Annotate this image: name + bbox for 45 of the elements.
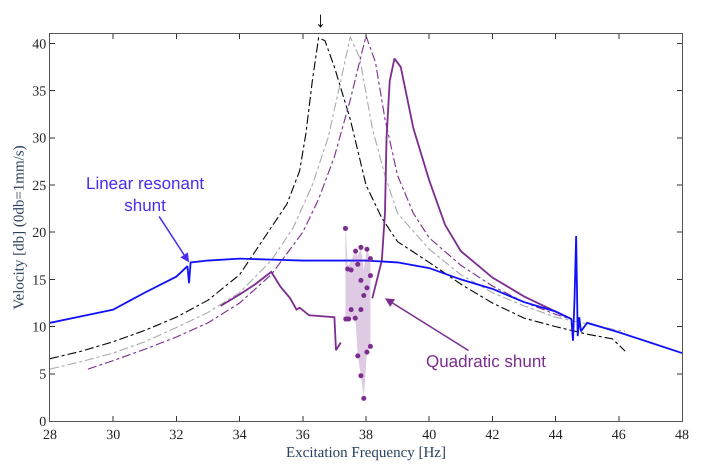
point <box>358 278 364 283</box>
y-tick-label: 10 <box>32 320 46 336</box>
point <box>364 285 370 290</box>
point <box>368 273 373 278</box>
point <box>368 344 373 349</box>
point <box>355 353 360 358</box>
x-tick-label: 28 <box>43 428 57 443</box>
point <box>353 248 358 254</box>
annotation: Quadratic shunt <box>426 352 546 371</box>
x-tick-label: 46 <box>612 428 626 443</box>
y-tick-label: 30 <box>32 132 46 147</box>
point <box>348 307 354 312</box>
y-tick-label: 20 <box>32 226 46 242</box>
point <box>364 350 370 355</box>
line-series <box>50 235 682 354</box>
point <box>361 396 366 401</box>
point <box>342 226 348 231</box>
y-axis-title: Velocity [db] (0db=1mm/s) <box>11 145 28 310</box>
x-tick-label: 32 <box>169 428 184 443</box>
x-tick-label: 44 <box>548 428 563 443</box>
point <box>358 244 364 250</box>
y-tick-label: 0 <box>39 414 46 430</box>
point <box>348 267 354 272</box>
annotation: Linear resonant shunt <box>86 174 204 216</box>
point <box>355 262 360 267</box>
y-tick-label: 25 <box>32 178 46 194</box>
y-tick-label: 40 <box>32 37 46 52</box>
y-tick-label: 35 <box>32 84 46 100</box>
x-tick-label: 36 <box>296 428 310 443</box>
point <box>352 316 358 321</box>
point <box>364 246 370 252</box>
y-tick-label: 15 <box>32 273 46 288</box>
x-tick-label: 48 <box>675 428 689 443</box>
point <box>358 373 364 378</box>
x-tick-label: 34 <box>232 428 247 443</box>
point <box>361 292 366 298</box>
x-tick-label: 40 <box>422 428 436 443</box>
annotation: ↓ <box>315 7 326 32</box>
x-axis-title: Excitation Frequency [Hz] <box>286 444 446 461</box>
x-tick-label: 38 <box>359 428 373 443</box>
y-tick-label: 5 <box>39 368 46 383</box>
x-tick-label: 30 <box>106 428 120 443</box>
point <box>358 307 364 312</box>
x-tick-label: 42 <box>485 428 500 443</box>
point <box>368 256 373 262</box>
